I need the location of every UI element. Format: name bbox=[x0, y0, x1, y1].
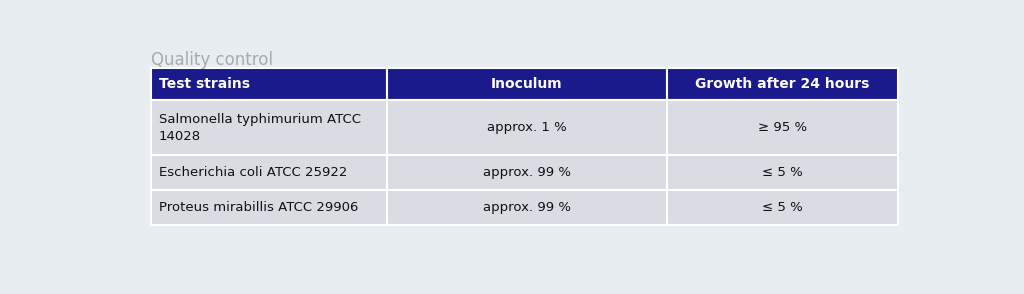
Bar bbox=[152, 190, 387, 225]
Text: ≥ 95 %: ≥ 95 % bbox=[758, 121, 807, 134]
Bar bbox=[152, 100, 387, 156]
Text: Proteus mirabillis ATCC 29906: Proteus mirabillis ATCC 29906 bbox=[159, 201, 358, 214]
Text: Quality control: Quality control bbox=[152, 51, 273, 69]
Text: Salmonella typhimurium ATCC
14028: Salmonella typhimurium ATCC 14028 bbox=[159, 113, 361, 143]
Bar bbox=[667, 68, 898, 100]
Text: Escherichia coli ATCC 25922: Escherichia coli ATCC 25922 bbox=[159, 166, 347, 179]
Text: approx. 99 %: approx. 99 % bbox=[482, 201, 570, 214]
Bar bbox=[387, 100, 667, 156]
Text: approx. 99 %: approx. 99 % bbox=[482, 166, 570, 179]
Text: ≤ 5 %: ≤ 5 % bbox=[762, 166, 803, 179]
Text: approx. 1 %: approx. 1 % bbox=[486, 121, 566, 134]
Text: Growth after 24 hours: Growth after 24 hours bbox=[695, 77, 869, 91]
Bar bbox=[667, 100, 898, 156]
Bar bbox=[667, 156, 898, 190]
Bar bbox=[387, 156, 667, 190]
Bar bbox=[387, 68, 667, 100]
Text: Inoculum: Inoculum bbox=[490, 77, 562, 91]
Text: ≤ 5 %: ≤ 5 % bbox=[762, 201, 803, 214]
Bar bbox=[667, 190, 898, 225]
Bar bbox=[152, 68, 387, 100]
Bar bbox=[387, 190, 667, 225]
Bar bbox=[152, 156, 387, 190]
Text: Test strains: Test strains bbox=[159, 77, 250, 91]
